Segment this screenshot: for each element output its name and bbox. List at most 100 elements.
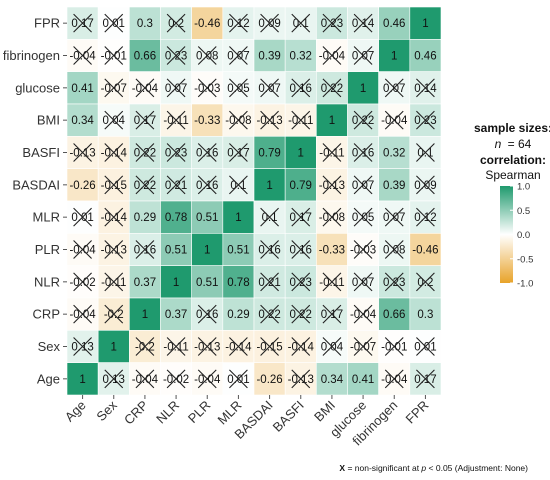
cell-value-fibrinogen-BASDAI: 0.39 bbox=[258, 51, 280, 63]
non-significant-mark-NLR-Sex bbox=[104, 272, 124, 292]
non-significant-mark-Sex-BMI bbox=[322, 337, 342, 356]
cell-value-FPR-CRP: 0.3 bbox=[137, 18, 153, 30]
heatmap-cell-BASDAI-BASFI bbox=[284, 168, 317, 202]
cell-value-NLR-PLR: 0.51 bbox=[196, 277, 218, 289]
cell-value-Sex-Sex: 1 bbox=[111, 342, 117, 354]
column-label-BMI: BMI bbox=[311, 398, 338, 425]
cell-value-MLR-BASFI: 0.17 bbox=[290, 212, 312, 224]
cell-value-Age-glucose: 0.41 bbox=[352, 374, 374, 386]
non-significant-mark-MLR-BASDAI bbox=[260, 207, 279, 227]
non-significant-mark-BASFI-BMI bbox=[322, 143, 342, 162]
non-significant-mark-PLR-CRP bbox=[135, 240, 155, 259]
cell-value-Age-MLR: 0.01 bbox=[227, 374, 249, 386]
cell-value-MLR-NLR: 0.78 bbox=[165, 212, 187, 224]
heatmap-cell-PLR-FPR bbox=[409, 233, 442, 266]
non-significant-mark-NLR-BASFI bbox=[291, 272, 311, 292]
row-label-MLR: MLR bbox=[33, 210, 60, 225]
legend-tick-label: 0.0 bbox=[517, 230, 530, 241]
non-significant-mark-glucose-MLR bbox=[229, 78, 248, 98]
row-labels: FPR fibrinogen glucose BMI BASFI BASDAI MLR PLR… bbox=[3, 16, 67, 386]
cell-value-BMI-BASDAI: -0.13 bbox=[256, 115, 282, 127]
heatmap-cell-FPR-fibrinogen bbox=[378, 6, 411, 40]
non-significant-mark-glucose-CRP bbox=[135, 78, 155, 98]
heatmap-cell-FPR-FPR bbox=[409, 6, 442, 40]
cell-value-BASDAI-BASFI: 0.79 bbox=[290, 180, 312, 192]
non-significant-mark-MLR-BMI bbox=[322, 207, 342, 227]
non-significant-mark-glucose-NLR bbox=[166, 78, 186, 98]
non-significant-mark-Age-fibrinogen bbox=[384, 369, 404, 389]
footnote: X = non-significant at p < 0.05 (Adjustm… bbox=[339, 463, 528, 473]
cell-value-BASDAI-fibrinogen: 0.39 bbox=[383, 180, 405, 192]
non-significant-mark-Sex-BASFI bbox=[291, 337, 311, 356]
heatmap-cell-Age-BMI bbox=[316, 362, 348, 396]
non-significant-mark-fibrinogen-Sex bbox=[104, 46, 124, 65]
row-label-FPR: FPR bbox=[34, 16, 60, 31]
cell-value-CRP-MLR: 0.29 bbox=[227, 309, 249, 321]
cell-value-FPR-BASDAI: 0.09 bbox=[258, 18, 280, 30]
cell-value-PLR-BMI: -0.33 bbox=[319, 245, 345, 257]
cell-value-glucose-MLR: 0.05 bbox=[227, 83, 249, 95]
cell-value-MLR-PLR: 0.51 bbox=[196, 212, 218, 224]
heatmap-cell-CRP-FPR bbox=[409, 297, 442, 331]
heatmap-cell-MLR-BMI bbox=[316, 200, 348, 234]
cell-value-Age-NLR: -0.02 bbox=[163, 374, 189, 386]
column-label-CRP: CRP bbox=[121, 398, 151, 428]
cell-value-PLR-glucose: -0.03 bbox=[350, 245, 376, 257]
non-significant-mark-FPR-MLR bbox=[229, 13, 248, 33]
cell-value-Sex-Age: 0.13 bbox=[71, 342, 93, 354]
row-label-glucose: glucose bbox=[15, 80, 60, 95]
cell-value-FPR-FPR: 1 bbox=[422, 18, 428, 30]
non-significant-mark-Sex-FPR bbox=[416, 337, 435, 356]
non-significant-mark-MLR-fibrinogen bbox=[384, 207, 404, 227]
cell-value-CRP-BMI: 0.17 bbox=[321, 309, 343, 321]
heatmap-cells: 0.17 0.01 0.3 0.2 -0.46 0.12 0.09 0.1 0.23 0.14 0.… bbox=[66, 6, 442, 396]
heatmap-cell-BASFI-BASDAI bbox=[253, 136, 286, 169]
cell-value-PLR-FPR: -0.46 bbox=[412, 245, 438, 257]
cell-value-BASFI-Age: -0.13 bbox=[69, 148, 95, 160]
heatmap-cell-BASDAI-BASDAI bbox=[253, 168, 286, 202]
heatmap-cell-NLR-MLR bbox=[222, 265, 255, 299]
cell-value-BMI-Age: 0.34 bbox=[71, 115, 94, 127]
cell-value-PLR-BASFI: 0.16 bbox=[290, 245, 312, 257]
cell-value-FPR-PLR: -0.46 bbox=[194, 18, 220, 30]
heatmap-cell-fibrinogen-CRP bbox=[129, 39, 161, 72]
heatmap-cell-FPR-CRP bbox=[129, 6, 161, 40]
cell-value-BASDAI-BMI: -0.13 bbox=[319, 180, 345, 192]
non-significant-mark-NLR-BMI bbox=[322, 272, 342, 292]
non-significant-mark-BASDAI-CRP bbox=[135, 175, 155, 195]
footnote-rest: < 0.05 (Adjustment: None) bbox=[429, 463, 529, 473]
non-significant-mark-FPR-glucose bbox=[353, 13, 373, 33]
cell-value-BASFI-fibrinogen: 0.32 bbox=[383, 148, 405, 160]
cell-value-glucose-glucose: 1 bbox=[360, 83, 366, 95]
non-significant-mark-BASDAI-BMI bbox=[322, 175, 342, 195]
non-significant-mark-BASFI-Age bbox=[73, 143, 92, 162]
cell-value-BASDAI-BASDAI: 1 bbox=[266, 180, 272, 192]
non-significant-mark-Age-CRP bbox=[135, 369, 155, 389]
cell-value-CRP-FPR: 0.3 bbox=[417, 309, 433, 321]
heatmap-cell-BMI-BMI bbox=[316, 103, 348, 137]
non-significant-mark-fibrinogen-glucose bbox=[353, 46, 373, 65]
non-significant-mark-Sex-fibrinogen bbox=[384, 337, 404, 356]
cell-value-MLR-CRP: 0.29 bbox=[134, 212, 156, 224]
non-significant-mark-BASFI-NLR bbox=[166, 143, 186, 162]
non-significant-mark-CRP-BASFI bbox=[291, 304, 311, 324]
non-significant-mark-BASDAI-NLR bbox=[166, 175, 186, 195]
cell-value-BASFI-glucose: 0.16 bbox=[352, 148, 374, 160]
cell-value-Sex-FPR: 0.01 bbox=[414, 342, 436, 354]
non-significant-mark-Sex-MLR bbox=[229, 337, 248, 356]
footnote-mark: X bbox=[339, 463, 345, 473]
non-significant-mark-fibrinogen-BMI bbox=[322, 46, 342, 65]
legend-n-label: n bbox=[495, 137, 502, 151]
cell-value-BMI-MLR: -0.08 bbox=[225, 115, 251, 127]
cell-value-PLR-PLR: 1 bbox=[204, 245, 210, 257]
heatmap-cell-CRP-fibrinogen bbox=[378, 297, 411, 331]
heatmap-cell-BASFI-BASFI bbox=[284, 136, 317, 169]
non-significant-mark-MLR-glucose bbox=[353, 207, 373, 227]
legend: sample sizes: n = 64 correlation: Spearm… bbox=[474, 121, 550, 290]
cell-value-glucose-PLR: -0.03 bbox=[194, 83, 220, 95]
heatmap-cell-BMI-Age bbox=[66, 103, 99, 137]
cell-value-glucose-BMI: 0.22 bbox=[321, 83, 343, 95]
non-significant-mark-Sex-CRP bbox=[135, 337, 155, 356]
heatmap-cell-NLR-PLR bbox=[191, 265, 224, 299]
